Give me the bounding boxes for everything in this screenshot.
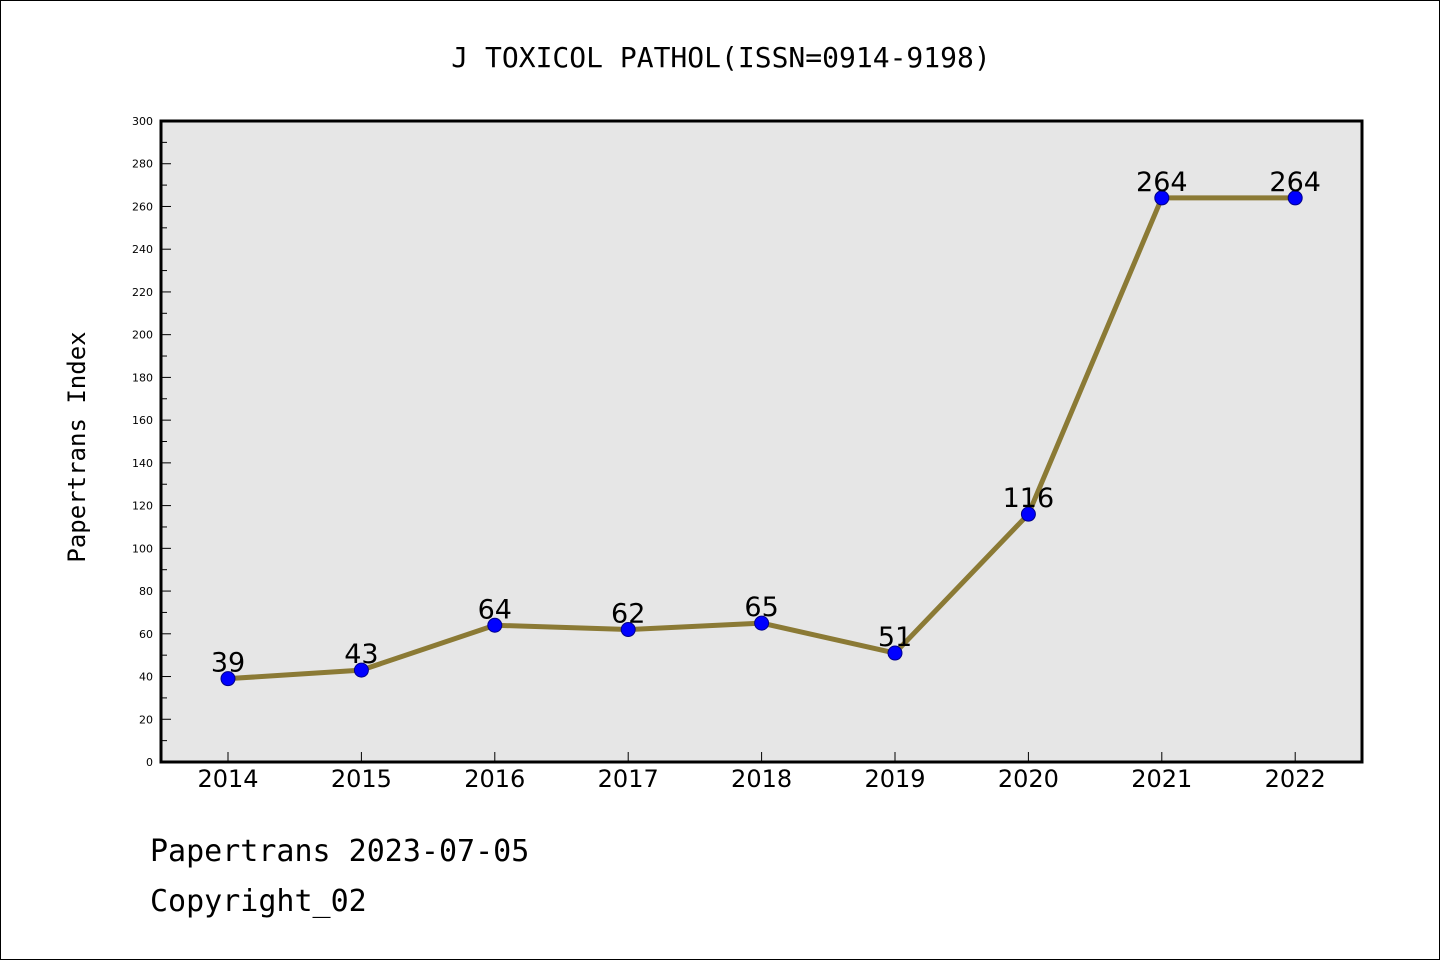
- data-point: [487, 617, 503, 633]
- data-point: [1154, 190, 1170, 206]
- data-point: [1287, 190, 1303, 206]
- data-label: 39: [211, 648, 245, 679]
- y-tick-label: 300: [132, 115, 153, 128]
- footer-date: Papertrans 2023-07-05: [150, 834, 530, 869]
- y-tick-label: 260: [132, 200, 153, 213]
- data-label: 62: [611, 599, 645, 630]
- footer-copyright: Copyright_02: [150, 884, 367, 919]
- data-point: [887, 645, 903, 661]
- y-tick-label: 140: [132, 457, 153, 470]
- y-tick-label: 40: [139, 671, 153, 684]
- x-tick-label: 2016: [464, 765, 525, 793]
- data-point: [620, 622, 636, 638]
- x-tick-label: 2020: [998, 765, 1059, 793]
- y-tick-label: 160: [132, 414, 153, 427]
- y-tick-label: 200: [132, 329, 153, 342]
- y-axis-label: Papertrans Index: [63, 331, 91, 562]
- chart-title: J TOXICOL PATHOL(ISSN=0914-9198): [451, 41, 990, 74]
- y-tick-label: 0: [146, 756, 153, 769]
- data-point: [1020, 506, 1036, 522]
- y-tick-label: 60: [139, 628, 153, 641]
- y-tick-label: 120: [132, 500, 153, 513]
- data-label: 116: [1003, 483, 1055, 514]
- plot-area: [159, 119, 1364, 764]
- data-point: [220, 671, 236, 687]
- x-tick-label: 2019: [864, 765, 925, 793]
- data-labels: 39 43 64 62 65 51 116 264 264: [211, 167, 1321, 679]
- y-tick-label: 220: [132, 286, 153, 299]
- data-label: 43: [344, 639, 378, 670]
- x-tick-label: 2014: [197, 765, 258, 793]
- y-axis-ticks: 0 20 40 60 80 100 120 140 160 180 200 220 240 260 280 3…: [132, 115, 171, 769]
- x-tick-label: 2022: [1265, 765, 1326, 793]
- data-label: 264: [1136, 167, 1188, 198]
- data-label: 64: [478, 594, 512, 625]
- x-axis-ticks: 2014 2015 2016 2017 2018 2019 2020 2021 2022: [197, 752, 1326, 793]
- x-tick-label: 2015: [331, 765, 392, 793]
- y-tick-label: 80: [139, 585, 153, 598]
- data-label: 51: [878, 622, 912, 653]
- x-tick-label: 2017: [598, 765, 659, 793]
- data-point: [353, 662, 369, 678]
- data-label: 65: [744, 592, 778, 623]
- y-tick-label: 240: [132, 243, 153, 256]
- data-points: [220, 190, 1303, 687]
- y-tick-label: 280: [132, 158, 153, 171]
- x-tick-label: 2018: [731, 765, 792, 793]
- data-point: [754, 615, 770, 631]
- data-label: 264: [1269, 167, 1321, 198]
- y-tick-label: 180: [132, 371, 153, 384]
- y-tick-label: 20: [139, 713, 153, 726]
- y-tick-label: 100: [132, 542, 153, 555]
- x-tick-label: 2021: [1131, 765, 1192, 793]
